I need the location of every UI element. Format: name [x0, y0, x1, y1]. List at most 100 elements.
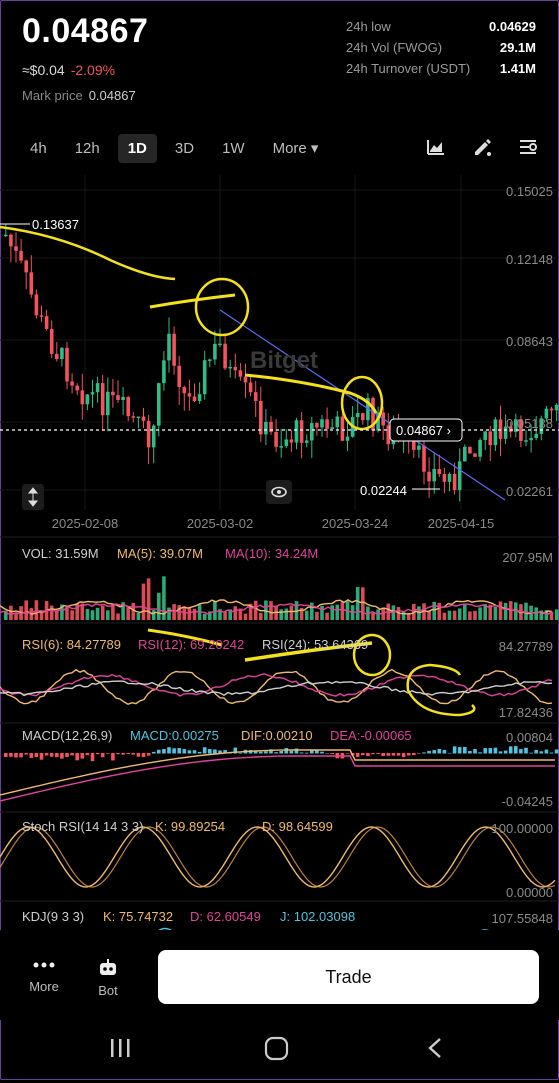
volume-bar [447, 610, 452, 620]
macd-hist-bar [519, 749, 523, 754]
macd-hist-bar [361, 753, 365, 756]
volume-bar [136, 612, 141, 620]
tab-more[interactable]: More ▾ [272, 140, 319, 157]
candle-body [146, 420, 151, 448]
macd-hist-bar [49, 753, 54, 757]
macd-hist-bar [182, 749, 187, 754]
macd-hist-bar [192, 750, 197, 754]
volume-bar [468, 611, 472, 620]
annotation-circle [194, 277, 250, 337]
indicator-settings-icon[interactable] [517, 136, 539, 158]
candle-body [355, 413, 360, 418]
macd-hist-bar [19, 753, 23, 758]
more-nav-item[interactable]: More [14, 958, 74, 994]
candle-body [238, 370, 243, 377]
chart-area[interactable]: 0.15025 0.12148 0.08643 0.05138 0.02261 … [0, 175, 559, 941]
macd-hist-bar [157, 749, 161, 754]
volume-bar [85, 608, 90, 620]
macd-hist-bar [554, 749, 559, 754]
stoch-top-tick: 100.00000 [492, 821, 553, 836]
volume-bar [289, 605, 294, 620]
candle-body [299, 420, 304, 443]
annotation-stroke [149, 293, 236, 309]
volume-bar [218, 609, 222, 620]
home-icon[interactable] [264, 1036, 289, 1061]
tab-12h[interactable]: 12h [74, 139, 100, 157]
volume-bar [325, 612, 329, 620]
macd-hist-bar [483, 748, 487, 754]
macd-hist-bar [208, 749, 212, 754]
volume-bar [463, 603, 467, 620]
annotation-circle [406, 663, 476, 717]
macd-hist-bar [4, 753, 8, 758]
tab-3d[interactable]: 3D [174, 139, 195, 157]
macd-hist-bar [264, 751, 268, 754]
macd-hist-bar [304, 752, 309, 754]
vol-label: VOL: 31.59M [22, 546, 99, 561]
stoch-title: Stoch RSI(14 14 3 3) [22, 819, 143, 834]
macd-hist-bar [197, 751, 202, 754]
macd-hist-bar [116, 753, 120, 755]
candle-body [55, 353, 59, 360]
draw-tool-icon[interactable] [471, 136, 493, 158]
candle-body [264, 421, 268, 435]
candle-body [473, 453, 477, 457]
dea-label: DEA:-0.00065 [330, 728, 412, 743]
chart-tools [425, 136, 539, 158]
volume-bar [151, 610, 156, 620]
current-price-tag-bg[interactable] [389, 418, 463, 442]
candle-body [310, 423, 314, 441]
candle-body [539, 418, 544, 434]
macd-hist-bar [187, 750, 192, 754]
macd-hist-bar [238, 752, 243, 754]
volume-bar [498, 601, 503, 620]
volume-bar [106, 610, 110, 620]
candle-body [233, 366, 238, 371]
volume-bar [269, 601, 273, 620]
volume-bar [24, 600, 28, 620]
candle-body [85, 394, 90, 405]
tab-4h[interactable]: 4h [30, 139, 47, 157]
macd-hist-bar [146, 753, 151, 756]
macd-hist-bar [279, 750, 283, 754]
trade-button[interactable]: Trade [158, 950, 539, 1004]
annotation-curve [0, 225, 176, 281]
candle-body [70, 381, 74, 386]
macd-title: MACD(12,26,9) [22, 728, 112, 743]
volume-bar [473, 610, 477, 620]
candle-body [157, 383, 161, 426]
bot-nav-item[interactable]: Bot [78, 958, 138, 998]
chart-svg[interactable]: 0.15025 0.12148 0.08643 0.05138 0.02261 … [0, 175, 559, 941]
volume-bar [65, 607, 69, 620]
candle-body [172, 333, 176, 366]
macd-hist-bar [539, 751, 544, 754]
volume-bar [514, 602, 518, 620]
kdj-top-tick: 107.55848 [492, 911, 553, 926]
candle-body [361, 413, 365, 421]
tab-1d[interactable]: 1D [117, 133, 157, 163]
vol-ma10-label: MA(10): 34.24M [225, 546, 318, 561]
macd-hist-bar [177, 748, 181, 754]
recent-apps-icon[interactable] [111, 1039, 130, 1057]
candle-body [228, 366, 232, 369]
volume-bar [157, 592, 161, 620]
mark-price-label: Mark price [22, 88, 83, 103]
macd-hist-bar [549, 752, 554, 754]
candle-body [345, 436, 350, 441]
bot-label: Bot [98, 983, 118, 998]
volume-bar [60, 604, 64, 620]
current-price-tag[interactable]: 0.04867 › [396, 423, 451, 438]
back-icon[interactable] [428, 1038, 441, 1058]
candle-body [192, 396, 197, 402]
stat-value: 1.41M [499, 61, 536, 76]
macd-top-tick: 0.00804 [506, 730, 553, 745]
candle-body [177, 365, 181, 388]
tab-1w[interactable]: 1W [222, 139, 245, 157]
candle-body [524, 440, 528, 442]
price-tick: 0.15025 [506, 184, 553, 199]
volume-bar [116, 613, 120, 620]
volume-bar [259, 612, 263, 620]
volume-bar [192, 608, 197, 620]
chart-type-icon[interactable] [425, 136, 447, 158]
candle-body [34, 294, 39, 316]
